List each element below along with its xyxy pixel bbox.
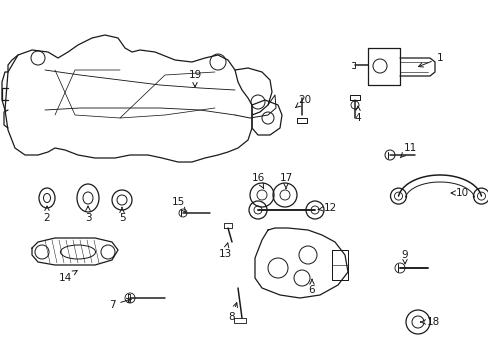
Text: 3: 3 [84, 206, 91, 223]
Text: 13: 13 [218, 243, 231, 259]
Text: 16: 16 [251, 173, 264, 188]
Text: 7: 7 [108, 298, 131, 310]
Text: 10: 10 [450, 188, 468, 198]
Text: 9: 9 [401, 250, 407, 264]
Text: 18: 18 [420, 317, 439, 327]
Text: 19: 19 [188, 70, 201, 87]
Text: 15: 15 [171, 197, 185, 212]
Text: 12: 12 [317, 203, 336, 213]
Text: 6: 6 [308, 279, 315, 295]
Text: 20: 20 [295, 95, 311, 108]
Text: 11: 11 [399, 143, 416, 158]
Text: 2: 2 [43, 206, 50, 223]
Text: 17: 17 [279, 173, 292, 189]
Text: 5: 5 [119, 207, 125, 223]
Text: 1: 1 [418, 53, 443, 67]
Text: 4: 4 [354, 106, 361, 123]
Text: 8: 8 [228, 303, 237, 322]
Text: 14: 14 [58, 270, 77, 283]
